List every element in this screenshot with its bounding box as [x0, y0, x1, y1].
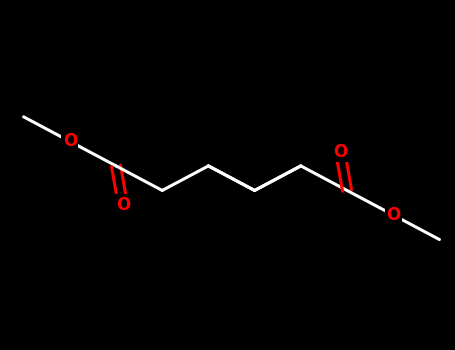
Text: O: O: [333, 143, 347, 161]
Text: O: O: [386, 206, 400, 224]
Text: O: O: [63, 132, 77, 150]
Text: O: O: [116, 196, 130, 213]
